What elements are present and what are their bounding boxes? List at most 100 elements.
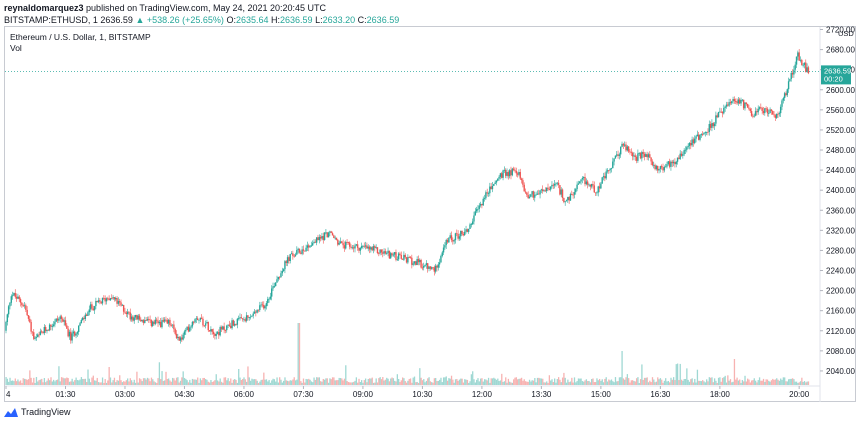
candle-body (146, 319, 149, 321)
volume-bar (285, 380, 287, 385)
author-name[interactable]: reynaldomarquez3 (4, 3, 84, 13)
candle-body (687, 145, 689, 148)
volume-bar (563, 372, 565, 385)
volume-bar (584, 380, 586, 385)
candle-body (323, 232, 326, 240)
candle-body (684, 149, 687, 151)
candle-body (795, 56, 798, 65)
volume-bar (248, 377, 250, 385)
volume-bar (341, 378, 343, 385)
volume-bar (483, 379, 486, 385)
candle-body (444, 245, 446, 248)
candle-body (683, 150, 685, 155)
candle-body (582, 176, 585, 178)
volume-bar (555, 382, 557, 385)
candle-body (171, 324, 174, 326)
candle-body (438, 262, 441, 265)
candle-body (85, 314, 88, 316)
candle-body (334, 237, 336, 239)
candle-body (384, 251, 387, 254)
candle-body (633, 155, 635, 157)
volume-bar (186, 380, 188, 385)
legend-vol[interactable]: Vol (10, 43, 22, 53)
volume-bar (257, 382, 260, 385)
volume-bar (750, 380, 753, 385)
candle-body (753, 115, 755, 117)
candle-body (545, 187, 548, 192)
candle-body (343, 245, 346, 249)
candle-body (378, 253, 380, 254)
candle-body (117, 301, 120, 304)
candle-body (31, 331, 34, 333)
volume-bar (386, 377, 388, 385)
candle-body (715, 115, 717, 124)
high-label: H: (271, 15, 281, 25)
candle-body (620, 146, 622, 155)
volume-bar (768, 380, 770, 385)
candle-body (207, 321, 209, 331)
volume-bar (444, 377, 446, 385)
volume-bar (345, 365, 347, 385)
volume-bar (524, 381, 527, 385)
candle-body (245, 315, 248, 321)
candle-body (733, 99, 736, 102)
volume-bar (708, 377, 710, 385)
volume-bar (27, 379, 30, 385)
volume-bar (34, 382, 36, 385)
candle-body (616, 154, 618, 156)
volume-bar (267, 381, 269, 385)
x-tick-label: 20:00 (789, 390, 810, 399)
volume-bar (97, 382, 100, 385)
legend-title[interactable]: Ethereum / U.S. Dollar, 1, BITSTAMP (10, 32, 151, 42)
volume-bar (793, 379, 795, 385)
chart-frame[interactable] (4, 26, 856, 402)
volume-bar (308, 378, 310, 385)
candle-body (355, 244, 358, 246)
volume-bar (680, 379, 683, 385)
candle-body (760, 107, 762, 109)
volume-bar (479, 378, 482, 385)
volume-bar (158, 362, 161, 385)
volume-bar (211, 381, 213, 385)
volume-bar (306, 379, 309, 385)
candle-body (304, 250, 306, 252)
candle-body (276, 279, 278, 283)
footer-brand[interactable]: TradingView (4, 407, 71, 417)
candle-body (362, 245, 364, 247)
candle-body (281, 270, 283, 274)
volume-bar (732, 381, 734, 385)
volume-bar (569, 381, 572, 385)
candle-body (425, 263, 428, 265)
volume-bar (13, 381, 15, 385)
volume-bar (198, 382, 200, 385)
volume-bar (5, 377, 7, 385)
volume-bar (136, 371, 138, 385)
volume-bar (51, 381, 53, 385)
volume-bar (160, 379, 162, 385)
candle-body (359, 247, 361, 251)
volume-bar (72, 381, 75, 385)
volume-bar (501, 373, 503, 385)
volume-bar (650, 382, 652, 385)
candle-body (319, 236, 322, 239)
volume-bar (642, 379, 644, 385)
volume-bar (415, 382, 417, 385)
candle-body (581, 177, 584, 180)
x-tick-label: 4 (6, 390, 11, 399)
candle-body (498, 176, 500, 179)
volume-bar (142, 378, 145, 385)
volume-bar (371, 377, 373, 385)
candle-body (145, 320, 147, 321)
candle-body (223, 326, 225, 331)
candle-body (305, 247, 307, 252)
candle-body (510, 170, 512, 176)
candle-body (779, 106, 782, 114)
volume-bar (349, 382, 351, 385)
candle-body (761, 107, 763, 111)
candle-body (571, 193, 573, 195)
candle-body (13, 293, 15, 296)
volume-bar (789, 378, 791, 385)
volume-bar (518, 378, 520, 385)
